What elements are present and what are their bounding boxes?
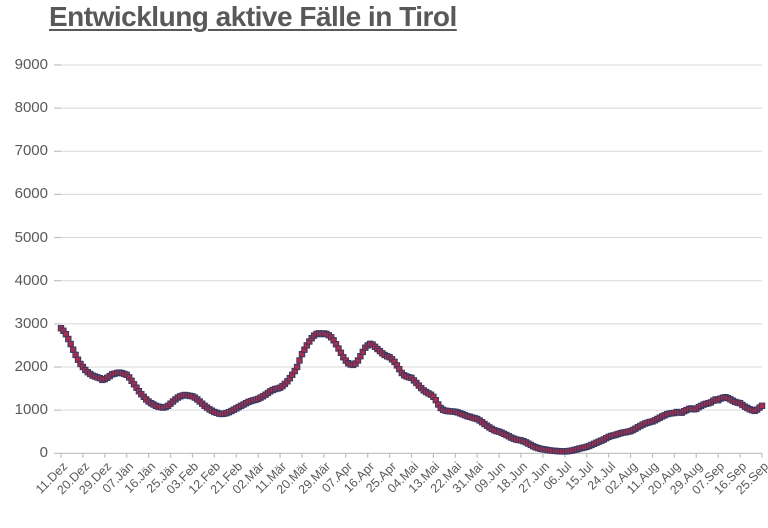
chart-title: Entwicklung aktive Fälle in Tirol xyxy=(49,1,457,32)
y-axis-label: 0 xyxy=(39,444,48,462)
y-axis-label: 1000 xyxy=(14,401,48,419)
y-axis-label: 9000 xyxy=(14,55,48,73)
y-axis-label: 7000 xyxy=(14,142,48,160)
data-point-marker xyxy=(758,402,766,410)
data-point-marker xyxy=(296,357,303,364)
y-axis-label: 8000 xyxy=(14,99,48,117)
y-axis-label: 6000 xyxy=(14,185,48,203)
data-point-marker xyxy=(67,340,74,348)
data-point-marker xyxy=(70,346,77,353)
y-axis-label: 3000 xyxy=(14,314,48,332)
y-axis-label: 2000 xyxy=(14,358,48,375)
y-axis-label: 5000 xyxy=(14,228,48,246)
data-point-marker xyxy=(293,363,301,371)
data-point-marker xyxy=(65,335,72,343)
y-axis-label: 4000 xyxy=(14,271,48,289)
series-line xyxy=(60,327,763,453)
